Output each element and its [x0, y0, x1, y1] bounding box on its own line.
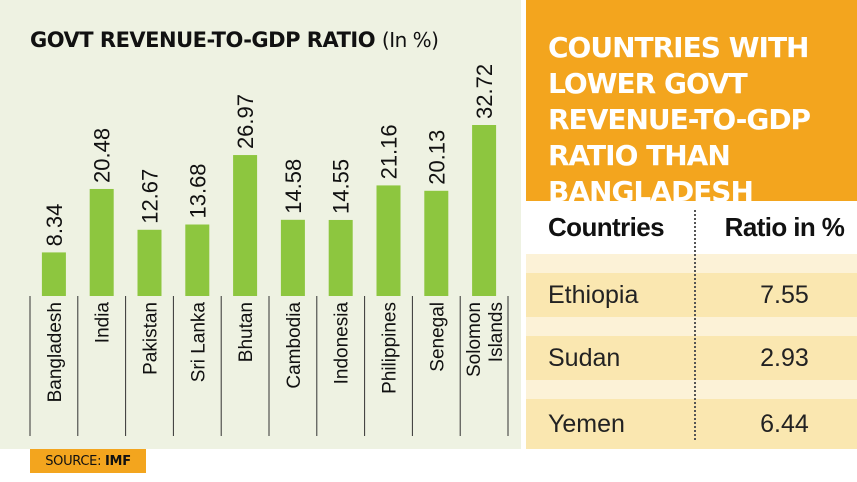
category-label: Indonesia: [332, 302, 353, 385]
country-cell: Ethiopia: [548, 280, 639, 309]
table-row: Yemen 6.44: [526, 399, 857, 449]
chart-title-unit: (In %): [381, 28, 439, 52]
category-label: Islands: [486, 302, 507, 362]
bar-cambodia: [280, 219, 305, 296]
country-cell: Sudan: [548, 343, 621, 372]
chart-panel: GOVT REVENUE-TO-GDP RATIO (In %) 8.34 Ban…: [0, 0, 521, 449]
category-label: Bhutan: [236, 302, 257, 362]
category-label: Sri Lanka: [188, 302, 209, 383]
table-row: Ethiopia 7.55: [526, 273, 857, 317]
value-label: 14.58: [281, 159, 306, 214]
value-label: 12.67: [138, 169, 163, 224]
comparison-table: Countries Ratio in % Ethiopia 7.55 Sudan…: [526, 201, 857, 449]
table-row: Sudan 2.93: [526, 336, 857, 380]
source-value: IMF: [105, 453, 131, 469]
category-label: Cambodia: [284, 302, 305, 389]
column-header-ratio: Ratio in %: [724, 212, 845, 242]
category-label: Philippines: [380, 302, 401, 394]
category-label: Senegal: [427, 302, 448, 372]
bar-bangladesh: [41, 252, 66, 296]
category-label: India: [93, 302, 114, 344]
comparison-title: COUNTRIES WITH LOWER GOVT REVENUE-TO-GDP…: [548, 31, 811, 208]
bar-sri-lanka: [185, 224, 210, 296]
comparison-panel: COUNTRIES WITH LOWER GOVT REVENUE-TO-GDP…: [521, 0, 857, 449]
comparison-header: [526, 0, 857, 201]
category-label: Solomon: [464, 302, 485, 377]
value-label: 20.48: [90, 128, 115, 183]
value-label: 32.72: [472, 64, 497, 119]
bar-senegal: [424, 190, 449, 296]
bar-philippines: [376, 185, 401, 296]
value-label: 8.34: [42, 204, 67, 247]
bar-india: [89, 188, 114, 296]
value-label: 20.13: [424, 130, 449, 185]
bar-pakistan: [137, 229, 162, 296]
table-spacer: [526, 317, 857, 336]
category-label: Pakistan: [141, 302, 162, 375]
table-header-row: Countries Ratio in %: [526, 201, 857, 254]
table-spacer: [526, 254, 857, 273]
table-divider: [694, 210, 696, 440]
bar-solomon-islands: [472, 125, 497, 296]
value-label: 13.68: [185, 163, 210, 218]
table-spacer: [526, 380, 857, 399]
column-header-countries: Countries: [548, 212, 665, 242]
ratio-cell: 2.93: [760, 343, 809, 372]
value-label: 14.55: [329, 159, 354, 214]
value-label: 21.16: [377, 124, 402, 179]
chart-title: GOVT REVENUE-TO-GDP RATIO (In %): [30, 28, 439, 52]
source-label: SOURCE:: [45, 453, 102, 469]
ratio-cell: 7.55: [760, 280, 809, 309]
category-label: Bangladesh: [45, 302, 66, 402]
bar-chart: 8.34 Bangladesh 20.48 India 12.67 Pakistan 13.…: [29, 64, 509, 436]
bar-indonesia: [328, 219, 353, 296]
bar-bhutan: [233, 155, 258, 296]
ratio-cell: 6.44: [760, 409, 809, 438]
value-label: 26.97: [233, 94, 258, 149]
country-cell: Yemen: [548, 409, 625, 438]
source-badge: SOURCE: IMF: [30, 449, 146, 473]
